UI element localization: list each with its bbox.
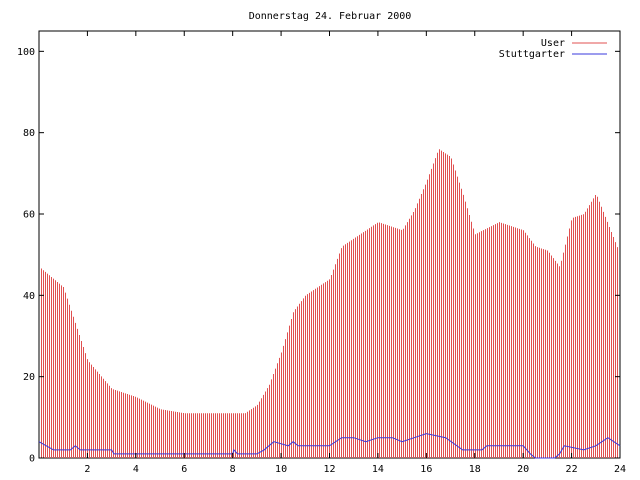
legend: User Stuttgarter <box>499 38 607 60</box>
x-tick-label-4: 4 <box>133 464 139 475</box>
y-tick-label-20: 20 <box>23 372 35 383</box>
legend-label-stuttgarter: Stuttgarter <box>499 49 565 60</box>
x-tick-label-18: 18 <box>469 464 481 475</box>
x-tick-label-6: 6 <box>181 464 187 475</box>
y-tick-label-80: 80 <box>23 128 35 139</box>
stuttgarter-series-line <box>38 433 621 459</box>
y-tick-label-60: 60 <box>23 210 35 221</box>
x-axis-ticks: 2 4 6 8 10 12 14 16 18 20 22 24 <box>84 31 626 475</box>
chart-title: Donnerstag 24. Februar 2000 <box>249 11 412 22</box>
x-tick-label-12: 12 <box>323 464 335 475</box>
x-tick-label-8: 8 <box>230 464 236 475</box>
x-tick-label-20: 20 <box>517 464 529 475</box>
y-axis-ticks: 0 20 40 60 80 100 <box>17 47 620 465</box>
x-tick-label-24: 24 <box>614 464 626 475</box>
x-tick-label-16: 16 <box>420 464 432 475</box>
y-tick-label-0: 0 <box>29 454 35 465</box>
y-tick-label-100: 100 <box>17 47 35 58</box>
user-series <box>41 149 618 458</box>
x-tick-label-10: 10 <box>275 464 287 475</box>
legend-label-user: User <box>541 38 565 49</box>
x-tick-label-22: 22 <box>566 464 578 475</box>
x-tick-label-2: 2 <box>84 464 90 475</box>
x-tick-label-14: 14 <box>372 464 384 475</box>
y-tick-label-40: 40 <box>23 291 35 302</box>
